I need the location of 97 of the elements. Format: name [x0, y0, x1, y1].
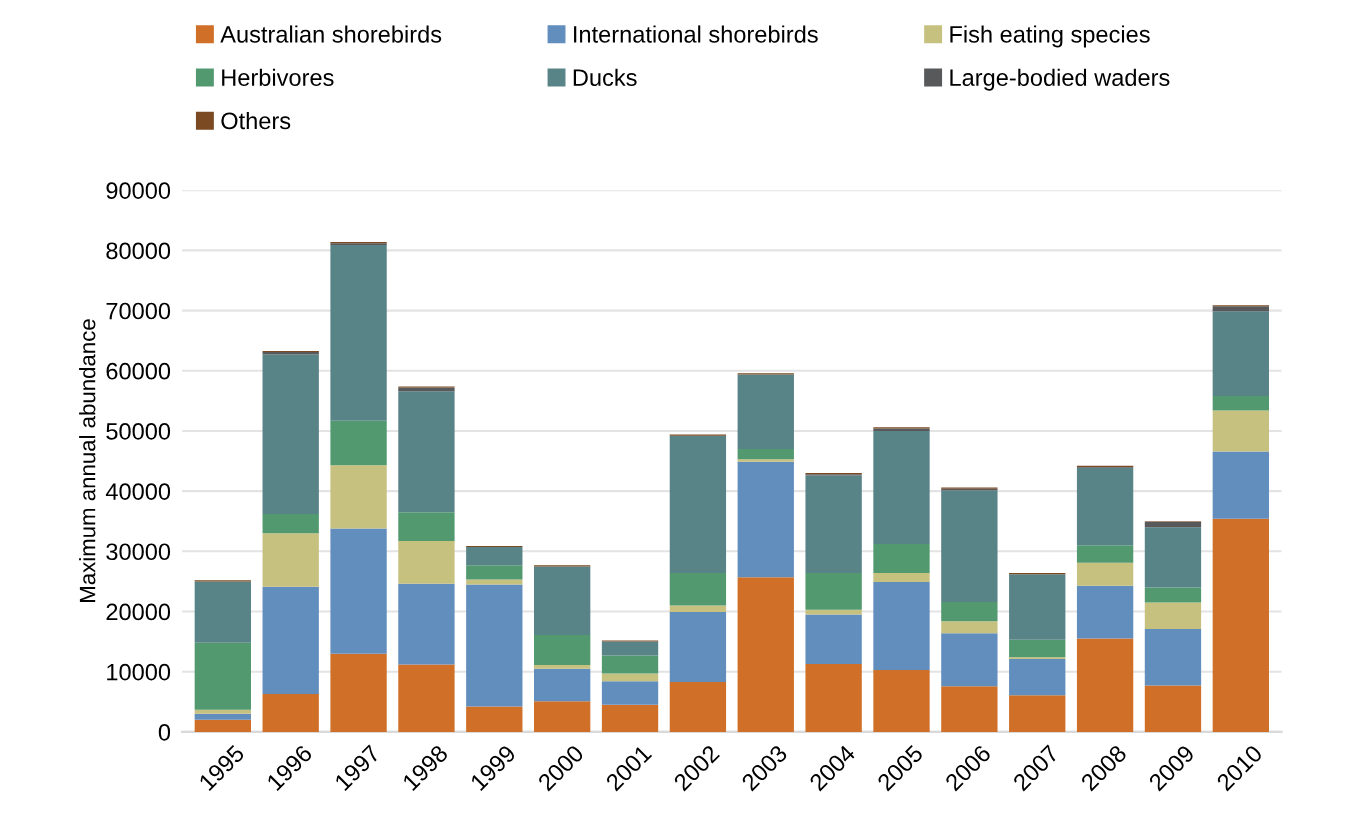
- bar: [194, 713, 251, 720]
- legend-label: Australian shorebirds: [220, 25, 442, 43]
- bar: [534, 566, 591, 635]
- bar: [262, 693, 319, 732]
- bar: [1076, 467, 1134, 546]
- bar: [941, 490, 998, 602]
- bar: [737, 461, 794, 578]
- bar: [262, 514, 319, 534]
- bar: [398, 664, 455, 732]
- bar: [398, 541, 455, 584]
- bar: [534, 701, 591, 732]
- y-tick-label: 50000: [106, 423, 171, 440]
- bar: [262, 586, 319, 694]
- bar: [1144, 685, 1202, 732]
- bar: [1212, 518, 1269, 732]
- bar: [737, 577, 794, 732]
- bar: [805, 573, 862, 610]
- bar: [330, 528, 387, 654]
- bar: [330, 244, 387, 421]
- bar: [669, 681, 727, 732]
- bar: [330, 420, 387, 466]
- bar: [601, 655, 659, 674]
- y-tick-label: 10000: [107, 663, 171, 681]
- bar: [1144, 527, 1202, 588]
- bar: [873, 582, 930, 670]
- bar: [941, 621, 998, 634]
- y-tick-label: 20000: [106, 603, 171, 621]
- bar: [330, 465, 387, 529]
- bar: [194, 642, 251, 710]
- bar: [805, 609, 862, 615]
- bar: [262, 354, 319, 515]
- bar: [805, 614, 862, 664]
- bar: [737, 449, 794, 460]
- bar: [873, 573, 930, 583]
- bar: [601, 681, 659, 705]
- bar: [534, 668, 591, 702]
- bar: [1009, 659, 1066, 696]
- y-tick-label: 70000: [106, 302, 171, 320]
- bar: [1212, 311, 1269, 397]
- bar: [601, 641, 659, 656]
- y-tick-label: 0: [158, 723, 171, 741]
- bar: [1144, 628, 1202, 686]
- bar: [534, 665, 591, 669]
- bar: [1009, 695, 1066, 732]
- bar: [398, 391, 455, 513]
- legend-label: Ducks: [573, 68, 637, 86]
- legend-label: Large-bodied waders: [950, 68, 1170, 91]
- bar: [873, 430, 930, 545]
- bar: [1076, 562, 1134, 586]
- bar: [1212, 306, 1269, 312]
- bar: [262, 533, 319, 587]
- y-tick-label: 90000: [106, 182, 171, 199]
- bar: [805, 663, 862, 732]
- bar: [534, 634, 591, 666]
- bar: [330, 653, 387, 732]
- y-tick-label: 40000: [105, 483, 171, 500]
- bar: [466, 547, 523, 566]
- bar: [466, 565, 523, 580]
- bar: [805, 475, 862, 573]
- bar: [669, 605, 727, 613]
- legend-label: Herbivores: [222, 68, 334, 86]
- bar: [1076, 585, 1134, 639]
- bar: [941, 686, 998, 732]
- y-tick-label: 30000: [106, 543, 171, 561]
- bar: [1144, 521, 1202, 528]
- bar: [669, 612, 727, 682]
- bar: [194, 719, 251, 732]
- y-tick-label: 60000: [106, 362, 171, 380]
- bar: [873, 544, 930, 573]
- bar: [669, 435, 727, 573]
- bar: [194, 581, 251, 643]
- bar: [1009, 639, 1066, 658]
- bar: [1076, 638, 1134, 732]
- bar: [398, 583, 455, 665]
- bar: [601, 704, 659, 732]
- bar: [737, 459, 794, 462]
- bar: [1212, 410, 1269, 452]
- bar: [1009, 574, 1066, 640]
- bar: [1144, 587, 1202, 603]
- legend-label: Fish eating species: [950, 25, 1150, 48]
- bar: [1212, 451, 1269, 519]
- legend-label: Others: [221, 111, 291, 130]
- bar: [194, 709, 251, 714]
- bar: [466, 706, 523, 732]
- y-axis-title: Maximum annual abundance: [79, 319, 96, 602]
- legend-label: International shorebirds: [574, 25, 818, 43]
- bar: [1212, 396, 1269, 411]
- bar: [873, 669, 930, 732]
- bar: [737, 374, 794, 450]
- bar: [398, 512, 455, 542]
- bar: [669, 573, 727, 606]
- bar: [1144, 602, 1202, 629]
- bar: [941, 601, 998, 622]
- bar: [1076, 545, 1134, 563]
- bar: [941, 633, 998, 687]
- bar: [466, 584, 523, 707]
- y-tick-label: 80000: [106, 242, 171, 260]
